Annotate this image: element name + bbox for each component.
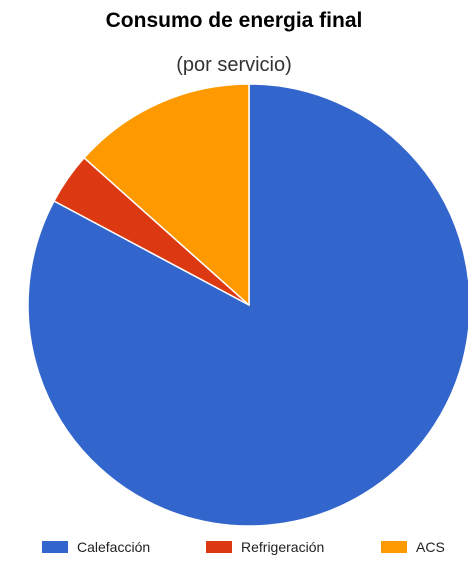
legend-label: Refrigeración xyxy=(241,539,325,555)
legend-item-calefaccion[interactable]: Calefacción xyxy=(42,539,150,555)
chart-legend: Calefacción Refrigeración ACS xyxy=(0,539,468,565)
chart-subtitle: (por servicio) xyxy=(176,54,292,76)
legend-swatch xyxy=(206,541,232,553)
pie-slice-acs[interactable] xyxy=(83,83,250,306)
legend-item-refrigeracion[interactable]: Refrigeración xyxy=(206,539,324,555)
legend-item-acs[interactable]: ACS xyxy=(381,539,445,555)
legend-label: ACS xyxy=(416,539,445,555)
legend-label: Calefacción xyxy=(77,539,151,555)
chart-title: Consumo de energia final xyxy=(105,9,363,32)
legend-swatch xyxy=(381,541,407,553)
legend-swatch xyxy=(42,541,68,553)
